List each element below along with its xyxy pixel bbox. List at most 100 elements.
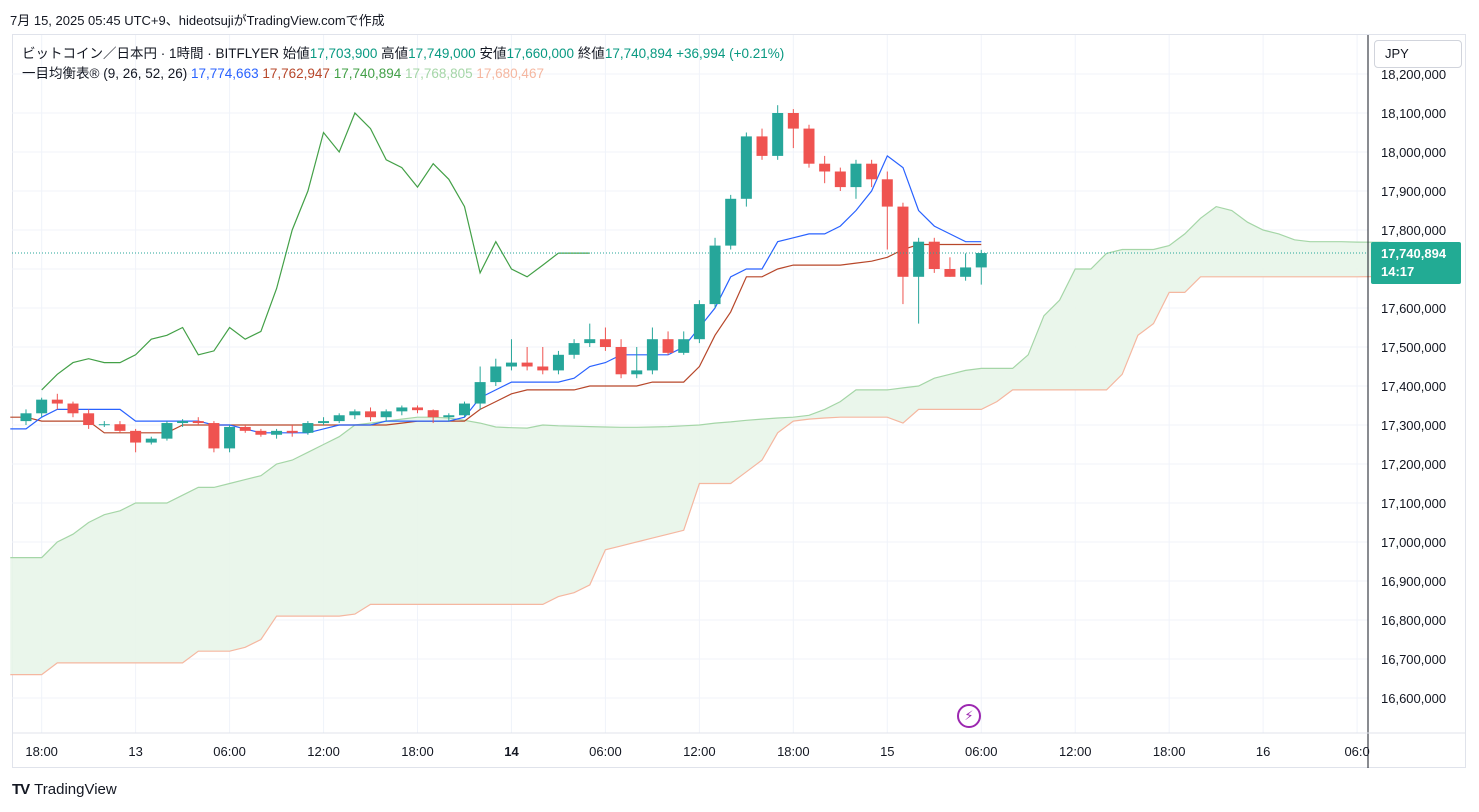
- candle: [537, 347, 549, 375]
- candle-body: [145, 438, 157, 443]
- candle: [380, 409, 392, 422]
- time-tick-label: 12:00: [307, 744, 340, 759]
- candle-body: [850, 163, 862, 188]
- candle-body: [787, 113, 799, 129]
- candle-body: [756, 136, 768, 156]
- candle: [850, 159, 862, 199]
- candle: [693, 300, 705, 344]
- candle: [521, 347, 533, 371]
- candle: [881, 171, 893, 250]
- candle: [51, 393, 63, 410]
- candle-body: [474, 382, 486, 404]
- candle-body: [552, 354, 564, 371]
- price-tick-label: 17,600,000: [1381, 301, 1446, 316]
- time-tick-label: 18:00: [777, 744, 810, 759]
- candle-body: [318, 421, 330, 424]
- candle-body: [975, 253, 987, 268]
- candle-body: [161, 423, 173, 439]
- candle-body: [130, 430, 142, 443]
- candle-body: [819, 163, 831, 172]
- legend-change: +36,994 (+0.21%): [676, 46, 785, 61]
- legend-tenkan-value: 17,774,663: [191, 66, 259, 81]
- candle: [114, 421, 126, 433]
- legend-low: 17,660,000: [506, 46, 575, 61]
- legend-kijun-value: 17,762,947: [262, 66, 330, 81]
- candle: [725, 194, 737, 250]
- time-tick-label: 06:00: [213, 744, 246, 759]
- legend-span-a-value: 17,768,805: [405, 66, 473, 81]
- candle: [161, 421, 173, 441]
- candle: [458, 401, 470, 418]
- candle-body: [615, 347, 627, 375]
- candle-body: [709, 245, 721, 305]
- price-tick-label: 17,300,000: [1381, 418, 1446, 433]
- time-tick-label: 12:00: [1059, 744, 1092, 759]
- candle-body: [631, 370, 643, 375]
- candle: [975, 249, 987, 285]
- time-tick-label: 06:00: [589, 744, 622, 759]
- candle: [67, 401, 79, 418]
- price-tick-label: 17,800,000: [1381, 223, 1446, 238]
- price-tick-label: 17,500,000: [1381, 340, 1446, 355]
- lightning-icon[interactable]: ⚡: [957, 704, 981, 728]
- candle: [98, 421, 110, 427]
- time-tick-label: 15: [880, 744, 894, 759]
- candle-body: [255, 430, 267, 435]
- price-tick-label: 18,100,000: [1381, 106, 1446, 121]
- candle-body: [333, 415, 345, 422]
- candle-body: [67, 403, 79, 414]
- tenkan-line: [10, 154, 982, 434]
- candle: [646, 327, 658, 375]
- candle: [333, 413, 345, 424]
- chart-snapshot-caption: 7月 15, 2025 05:45 UTC+9、hideotsujiがTradi…: [10, 13, 385, 28]
- candle-body: [897, 206, 909, 277]
- candle-body: [20, 413, 32, 422]
- legend-chikou-value: 17,740,894: [333, 66, 402, 81]
- price-tick-label: 17,200,000: [1381, 457, 1446, 472]
- legend-open: 17,703,900: [309, 46, 378, 61]
- candle: [928, 237, 940, 273]
- legend-close: 17,740,894: [604, 46, 673, 61]
- candle: [772, 105, 784, 160]
- candle-body: [803, 128, 815, 164]
- candle: [866, 159, 878, 188]
- candle: [318, 417, 330, 425]
- candle: [239, 425, 251, 433]
- candle: [302, 421, 314, 435]
- candle: [599, 327, 611, 351]
- price-tick-label: 17,900,000: [1381, 184, 1446, 199]
- tradingview-brand-text: TradingView: [34, 781, 117, 798]
- candle: [365, 407, 377, 422]
- candle: [271, 428, 283, 439]
- candle-body: [51, 399, 63, 404]
- candle-body: [599, 339, 611, 347]
- span-b-line: [10, 276, 1389, 676]
- candle-body: [646, 339, 658, 371]
- candle-body: [208, 423, 220, 449]
- candle-body: [365, 411, 377, 418]
- candle-body: [458, 403, 470, 416]
- candle: [662, 331, 674, 355]
- candle-body: [678, 339, 690, 353]
- axes: 18,200,000 18,100,000 18,000,000 17,900,000…: [12, 35, 1466, 768]
- tradingview-logo[interactable]: TV TradingView: [12, 781, 117, 798]
- candle: [568, 339, 580, 359]
- price-tick-label: 16,600,000: [1381, 691, 1446, 706]
- candle-body: [98, 424, 110, 426]
- candle-body: [114, 424, 126, 431]
- candle: [443, 413, 455, 422]
- candle: [897, 202, 909, 305]
- candle: [286, 425, 298, 437]
- legend-span-b-value: 17,680,467: [476, 66, 544, 81]
- candle-body: [928, 241, 940, 269]
- candle-body: [490, 366, 502, 383]
- price-tick-label: 16,800,000: [1381, 613, 1446, 628]
- time-tick-label: 14: [504, 744, 519, 759]
- candle-body: [36, 399, 48, 414]
- candle: [224, 425, 236, 453]
- candle: [208, 421, 220, 453]
- currency-button[interactable]: JPY: [1374, 40, 1462, 68]
- candle-body: [740, 136, 752, 199]
- candle-body: [772, 113, 784, 156]
